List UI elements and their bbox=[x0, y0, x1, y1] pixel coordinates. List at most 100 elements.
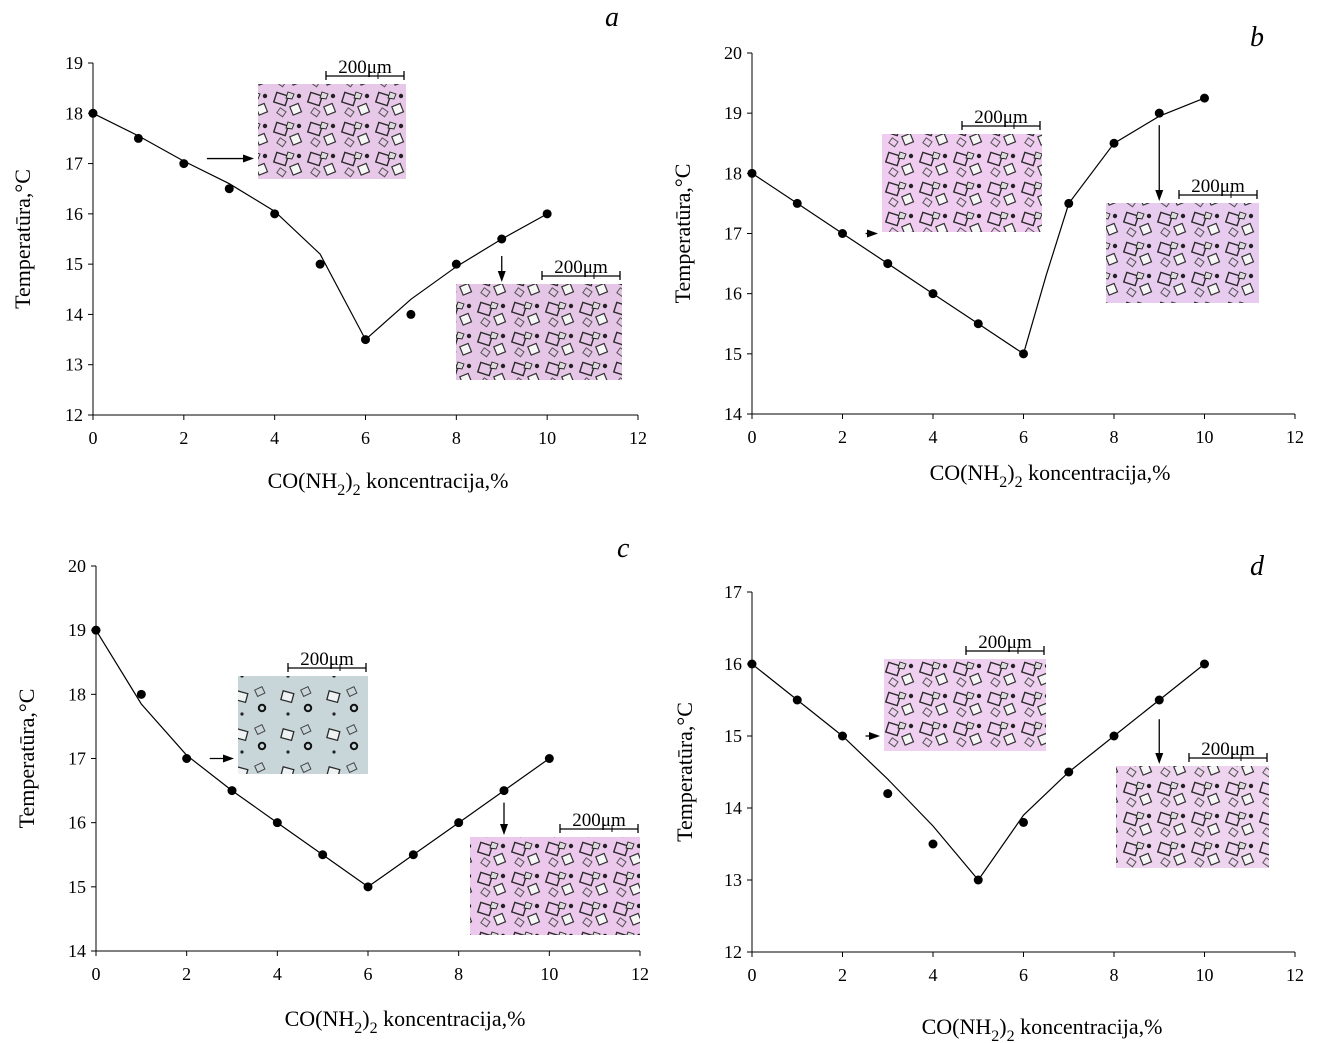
x-tick-label: 0 bbox=[748, 965, 757, 985]
y-tick-label: 15 bbox=[724, 344, 742, 364]
x-axis-label-subscript: 2 bbox=[370, 1020, 378, 1037]
y-tick-label: 16 bbox=[724, 654, 742, 674]
micrograph-inset: 200μm bbox=[209, 649, 368, 774]
scale-bar-label: 200μm bbox=[572, 810, 626, 831]
x-tick-label: 0 bbox=[89, 428, 98, 448]
data-point bbox=[973, 319, 983, 329]
data-point bbox=[408, 850, 418, 860]
y-tick-label: 17 bbox=[65, 154, 83, 174]
y-tick-label: 14 bbox=[724, 404, 742, 424]
y-tick-label: 14 bbox=[65, 304, 83, 324]
crystals-texture bbox=[1116, 766, 1269, 868]
y-tick-label: 20 bbox=[68, 556, 86, 576]
x-tick-label: 6 bbox=[1019, 965, 1028, 985]
arrow-head bbox=[497, 271, 506, 282]
x-tick-label: 12 bbox=[629, 428, 647, 448]
data-point bbox=[499, 786, 509, 796]
data-point bbox=[883, 789, 893, 799]
y-axis-label: Temperatūra,°C bbox=[670, 164, 695, 304]
crystals-texture bbox=[470, 837, 640, 935]
x-axis-label-subscript: 2 bbox=[1015, 474, 1023, 491]
data-point bbox=[544, 754, 554, 763]
data-point bbox=[1154, 108, 1164, 118]
x-tick-label: 10 bbox=[1196, 965, 1214, 985]
arrow-head bbox=[1155, 753, 1164, 764]
data-point bbox=[133, 133, 143, 143]
data-point bbox=[406, 309, 416, 319]
data-point bbox=[224, 184, 234, 194]
x-axis-label-subscript: 2 bbox=[991, 1028, 999, 1043]
scale-bar-label: 200μm bbox=[300, 649, 354, 670]
panel-label: b bbox=[1250, 22, 1264, 53]
data-point bbox=[883, 259, 893, 269]
micrograph-inset: 200μm bbox=[1106, 125, 1259, 303]
x-tick-label: 8 bbox=[452, 428, 461, 448]
data-point bbox=[1200, 659, 1209, 669]
data-point bbox=[1019, 349, 1028, 359]
y-tick-label: 17 bbox=[724, 582, 742, 602]
x-axis-label-part: CO(NH bbox=[268, 468, 338, 493]
data-point bbox=[88, 108, 98, 118]
data-point bbox=[363, 882, 373, 892]
panel-label: a bbox=[605, 2, 619, 33]
crystals-texture bbox=[258, 84, 406, 179]
x-tick-label: 6 bbox=[1019, 427, 1028, 447]
y-axis-label: Temperatūra,°C bbox=[10, 169, 35, 309]
x-tick-label: 4 bbox=[929, 965, 938, 985]
x-axis-label-subscript: 2 bbox=[354, 1020, 362, 1037]
data-point bbox=[792, 198, 802, 208]
y-tick-label: 18 bbox=[724, 163, 742, 183]
crystals-texture bbox=[882, 134, 1042, 232]
x-axis-label-part: ) bbox=[999, 1014, 1006, 1039]
arrow-head bbox=[223, 754, 234, 763]
scale-bar-label: 200μm bbox=[554, 257, 608, 278]
x-axis-label: CO(NH2)2 koncentracija,% bbox=[268, 468, 509, 499]
x-axis-label-subscript: 2 bbox=[999, 474, 1007, 491]
y-tick-label: 13 bbox=[724, 870, 742, 890]
data-point bbox=[361, 335, 370, 345]
data-point bbox=[542, 209, 552, 219]
x-tick-label: 0 bbox=[92, 964, 101, 984]
x-tick-label: 4 bbox=[929, 427, 938, 447]
scale-bar-label: 200μm bbox=[1191, 176, 1245, 197]
x-axis-label-part: CO(NH bbox=[285, 1006, 355, 1031]
fit-curve bbox=[751, 97, 1205, 355]
data-point bbox=[792, 695, 802, 705]
y-axis-label: Temperatūra,°C bbox=[672, 702, 697, 842]
y-tick-label: 18 bbox=[65, 103, 83, 123]
data-point bbox=[272, 818, 282, 828]
micrograph-inset: 200μm bbox=[865, 632, 1046, 751]
y-tick-label: 13 bbox=[65, 355, 83, 375]
data-point bbox=[928, 839, 938, 849]
x-axis-label-part: CO(NH bbox=[930, 460, 1000, 485]
x-axis-label-part: koncentracija,% bbox=[1015, 1014, 1163, 1039]
y-tick-label: 15 bbox=[65, 254, 83, 274]
y-tick-label: 16 bbox=[65, 204, 83, 224]
data-point bbox=[1064, 198, 1074, 208]
data-point bbox=[179, 159, 189, 169]
y-tick-label: 18 bbox=[68, 684, 86, 704]
data-point bbox=[91, 625, 101, 635]
micrograph-inset: 200μm bbox=[206, 57, 406, 179]
data-point bbox=[1154, 695, 1164, 705]
x-tick-label: 10 bbox=[538, 428, 556, 448]
x-tick-label: 2 bbox=[838, 427, 847, 447]
data-point bbox=[973, 875, 983, 885]
x-axis-label: CO(NH2)2 koncentracija,% bbox=[922, 1014, 1163, 1043]
micrograph-inset: 200μm bbox=[470, 802, 640, 935]
x-tick-label: 12 bbox=[631, 964, 649, 984]
data-point bbox=[928, 289, 938, 299]
scale-bar-label: 200μm bbox=[338, 57, 392, 78]
panel-label: d bbox=[1250, 551, 1265, 582]
x-tick-label: 10 bbox=[540, 964, 558, 984]
y-tick-label: 16 bbox=[68, 813, 86, 833]
data-point bbox=[315, 259, 325, 269]
data-point bbox=[182, 754, 192, 763]
data-point bbox=[747, 168, 757, 178]
y-tick-label: 17 bbox=[724, 224, 742, 244]
y-tick-label: 17 bbox=[68, 749, 86, 769]
data-point bbox=[1200, 93, 1209, 103]
crystals-texture bbox=[238, 676, 368, 774]
arrow-head bbox=[500, 824, 508, 835]
data-point bbox=[1064, 767, 1074, 777]
